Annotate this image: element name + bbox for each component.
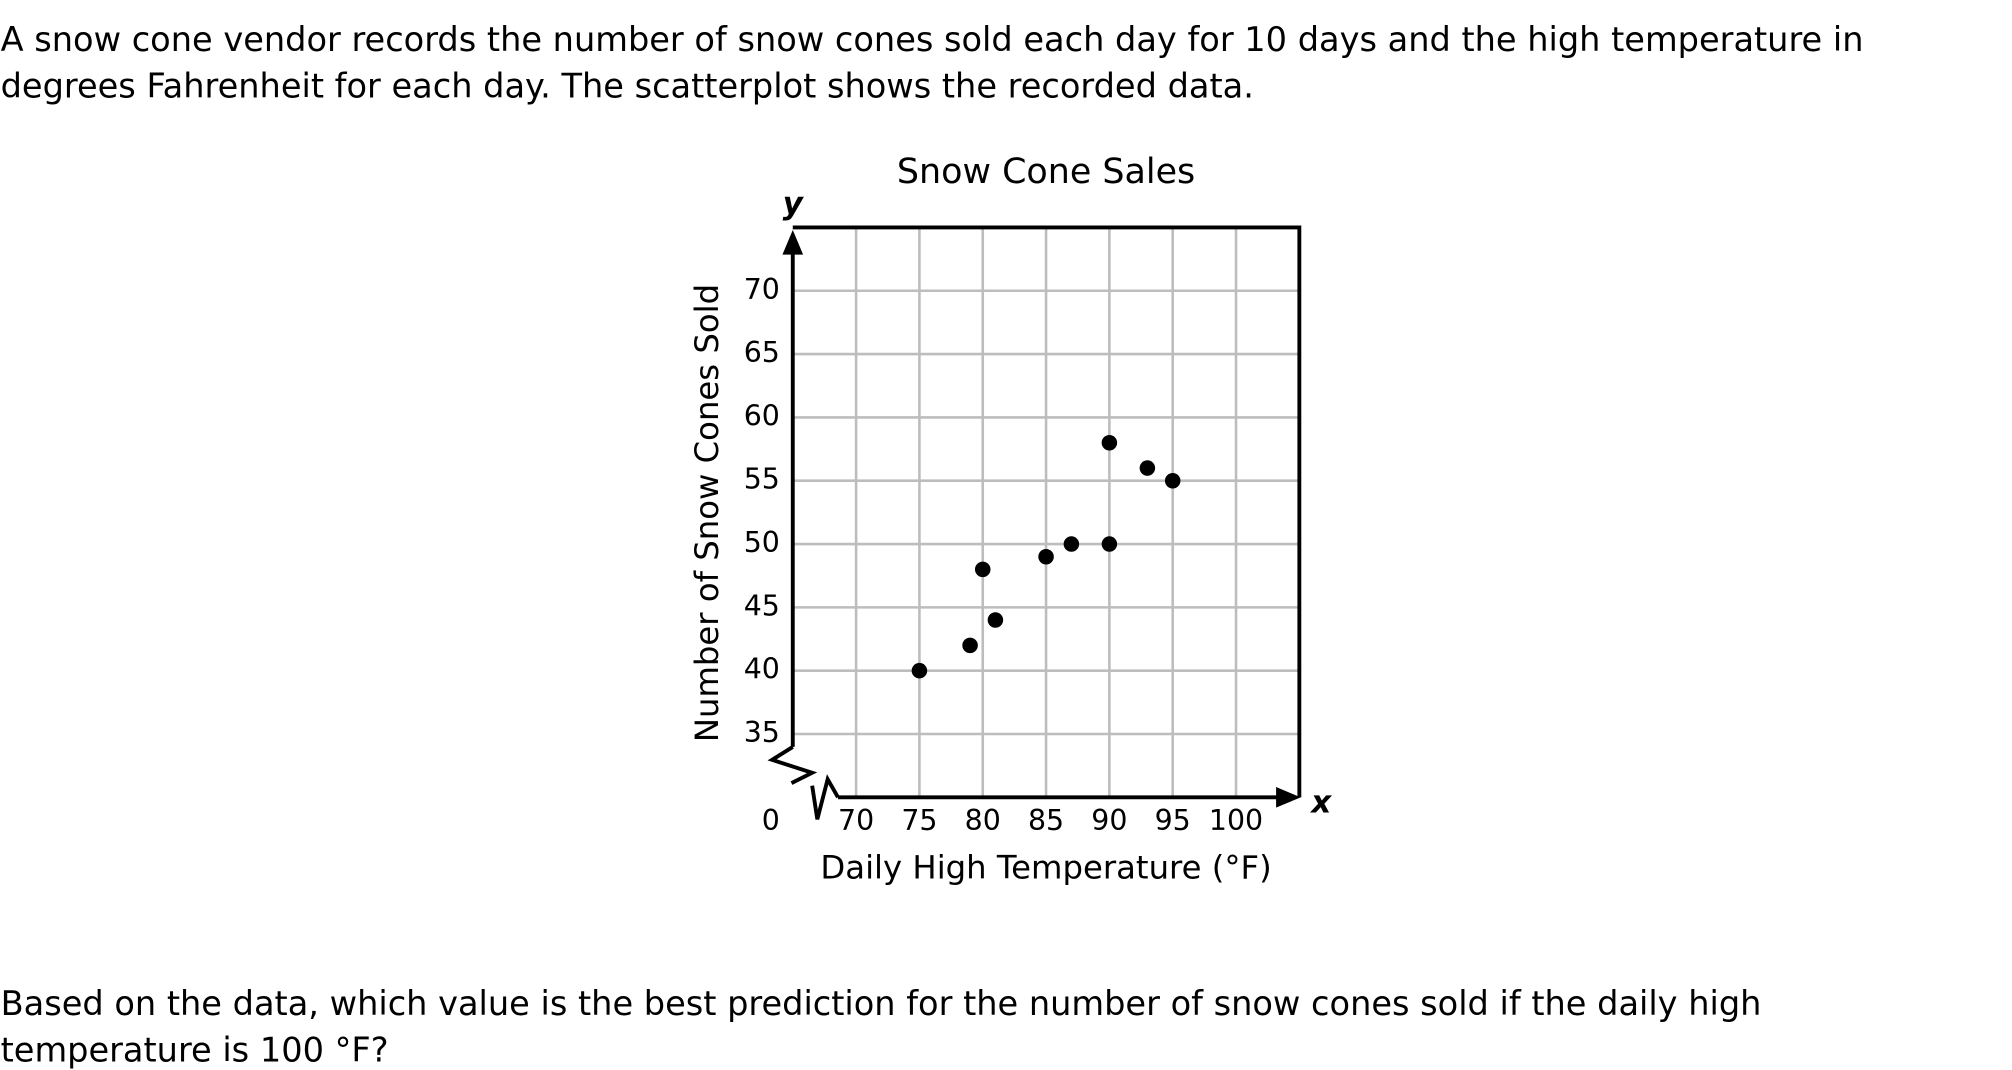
- x-tick-label: 80: [965, 804, 1001, 837]
- data-point: [1101, 536, 1118, 552]
- data-point: [911, 662, 928, 679]
- y-axis-letter: y: [783, 186, 805, 222]
- axes: [767, 225, 1302, 820]
- origin-label: 0: [762, 804, 780, 837]
- intro-text: A snow cone vendor records the number of…: [1, 20, 1864, 59]
- y-axis-arrow: [782, 230, 804, 255]
- y-axis-label: Number of Snow Cones Sold: [688, 284, 726, 742]
- x-axis-arrow: [1276, 786, 1301, 808]
- y-tick-label: 40: [744, 653, 780, 686]
- data-point: [1063, 536, 1080, 552]
- question-text: temperature is 100 °F?: [1, 1030, 389, 1069]
- x-tick-label: 95: [1155, 804, 1191, 837]
- y-tick-label: 55: [744, 463, 780, 496]
- question-text: Based on the data, which value is the be…: [1, 984, 1762, 1023]
- data-point: [974, 561, 991, 578]
- x-tick-label: 75: [901, 804, 937, 837]
- x-axis-letter: x: [1309, 784, 1332, 820]
- y-tick-label: 60: [744, 399, 780, 432]
- y-tick-label: 50: [744, 526, 780, 559]
- data-point: [1038, 548, 1054, 565]
- data-point: [1139, 460, 1156, 476]
- y-axis-break: [767, 745, 818, 785]
- y-tick-label: 70: [744, 273, 780, 306]
- x-axis-label: Daily High Temperature (°F): [820, 849, 1271, 887]
- chart-title: Snow Cone Sales: [897, 152, 1195, 192]
- x-tick-label: 100: [1209, 804, 1263, 837]
- data-point: [987, 612, 1004, 628]
- plot-border: [792, 225, 1302, 798]
- data-point: [1164, 472, 1181, 489]
- x-tick-label: 70: [838, 804, 874, 837]
- data-point: [1101, 434, 1118, 451]
- x-axis-break: [810, 774, 840, 820]
- intro-text: degrees Fahrenheit for each day. The sca…: [1, 66, 1254, 105]
- y-tick-label: 35: [744, 716, 780, 749]
- x-tick-label: 90: [1091, 804, 1127, 837]
- data-point: [962, 637, 978, 654]
- y-tick-label: 45: [744, 589, 780, 622]
- x-tick-label: 85: [1028, 804, 1064, 837]
- plot-area: [792, 227, 1300, 798]
- y-tick-label: 65: [744, 336, 780, 369]
